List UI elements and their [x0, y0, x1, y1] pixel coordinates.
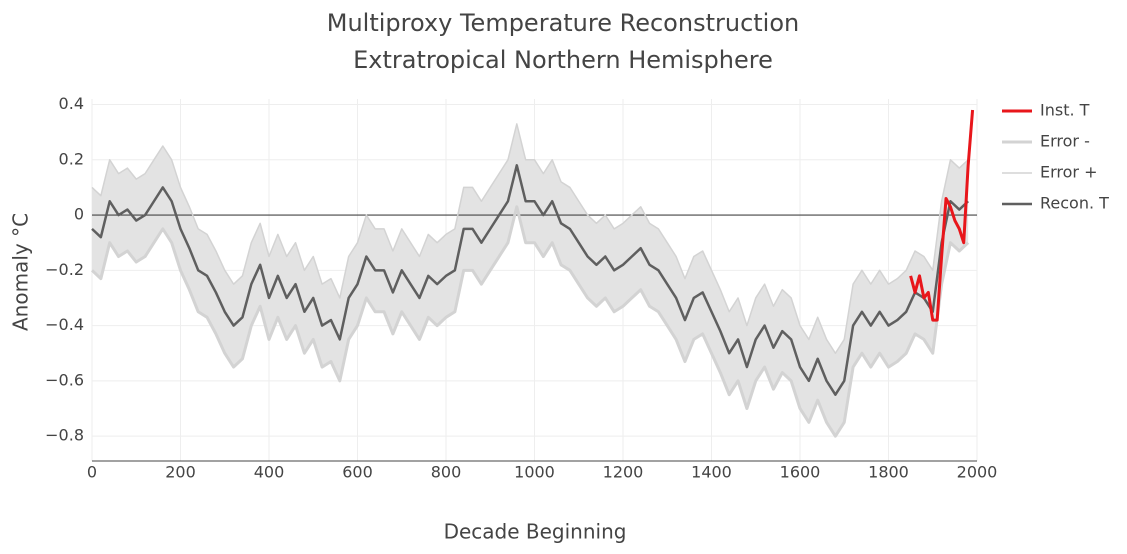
- series-line: [91, 123, 969, 354]
- legend-label: Error -: [1040, 132, 1090, 151]
- error-band: [92, 123, 969, 437]
- legend-label: Error +: [1040, 163, 1098, 182]
- legend-label: Recon. T: [1040, 194, 1109, 213]
- x-tick-label: 400: [254, 463, 285, 482]
- chart-subtitle: Extratropical Northern Hemisphere: [353, 46, 773, 74]
- chart-title: Multiproxy Temperature Reconstruction: [327, 9, 800, 37]
- x-tick-label: 1800: [868, 463, 909, 482]
- y-tick-label: −0.2: [45, 260, 84, 279]
- x-tick-label: 600: [342, 463, 373, 482]
- x-tick-label: 800: [431, 463, 462, 482]
- y-tick-label: 0.2: [59, 149, 84, 168]
- x-tick-label: 1200: [603, 463, 644, 482]
- x-axis-label: Decade Beginning: [444, 520, 627, 544]
- series-line: [90, 205, 970, 438]
- y-tick-label: −0.4: [45, 315, 84, 334]
- x-tick-label: 2000: [957, 463, 998, 482]
- y-axis-label: Anomaly °C: [9, 213, 33, 331]
- x-tick-label: 200: [165, 463, 196, 482]
- series-line: [91, 164, 970, 396]
- y-tick-label: −0.6: [45, 370, 84, 389]
- legend-label: Inst. T: [1040, 101, 1090, 120]
- x-tick-label: 1600: [780, 463, 821, 482]
- y-tick-label: 0.4: [59, 94, 84, 113]
- y-tick-label: 0: [74, 205, 84, 224]
- x-tick-label: 1000: [514, 463, 555, 482]
- series-line: [909, 109, 975, 322]
- y-tick-label: −0.8: [45, 426, 84, 445]
- x-tick-label: 0: [87, 463, 97, 482]
- x-tick-label: 1400: [691, 463, 732, 482]
